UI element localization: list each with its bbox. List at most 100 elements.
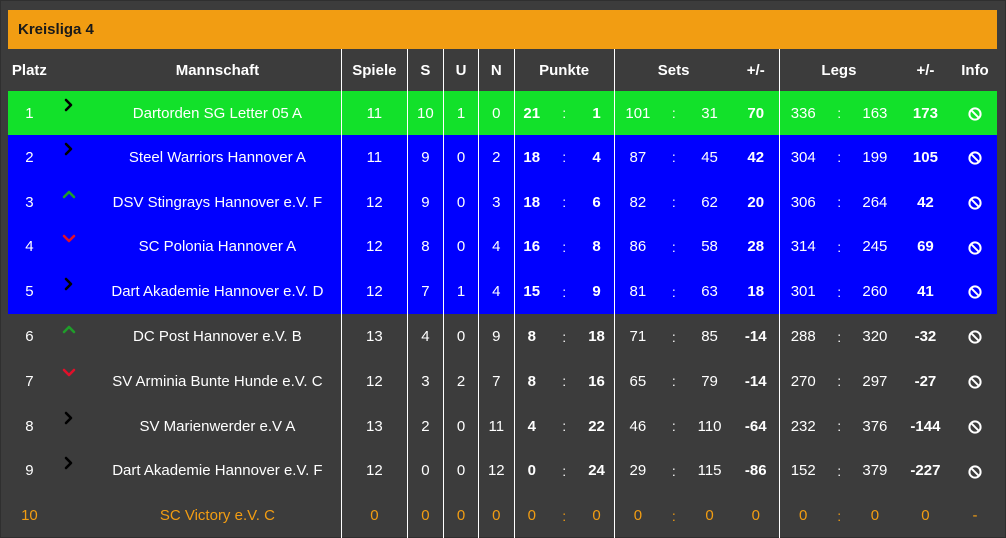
points-minus-cell: 8 — [579, 224, 615, 270]
sets-colon: : — [661, 224, 687, 270]
team-name[interactable]: Dart Akademie Hannover e.V. F — [87, 448, 342, 494]
games-cell: 12 — [341, 358, 408, 404]
legs-colon: : — [826, 179, 852, 225]
team-name[interactable]: Steel Warriors Hannover A — [87, 135, 342, 180]
sets-diff-cell: 18 — [732, 269, 780, 315]
trend-down-icon — [61, 365, 77, 381]
header-legs-diff[interactable]: +/- — [916, 61, 935, 79]
points-minus-cell: 4 — [579, 135, 615, 180]
points-minus-cell: 9 — [579, 269, 615, 315]
team-name[interactable]: SC Polonia Hannover A — [87, 224, 342, 270]
team-name[interactable]: Dartorden SG Letter 05 A — [87, 91, 342, 135]
team-name[interactable]: DC Post Hannover e.V. B — [87, 314, 342, 359]
points-minus-cell: 6 — [579, 179, 615, 225]
losses-cell: 4 — [477, 224, 515, 270]
sets-diff-cell: 28 — [732, 224, 780, 270]
sets-plus-cell: 81 — [613, 269, 662, 315]
legs-diff-cell: 105 — [897, 135, 953, 180]
games-cell: 0 — [341, 493, 408, 538]
info-icon[interactable] — [968, 106, 982, 121]
sets-minus-cell: 110 — [686, 403, 733, 449]
info-icon[interactable] — [968, 240, 982, 255]
games-cell: 12 — [341, 269, 408, 315]
legs-diff-cell: -32 — [897, 314, 953, 359]
table-row: 9 Dart Akademie Hannover e.V. F 12 0 0 12 0:24… — [8, 448, 997, 494]
table-row: 7 SV Arminia Bunte Hunde e.V. C 12 3 2 7 8:16 6… — [8, 358, 997, 404]
header-legs[interactable]: Legs — [778, 49, 898, 91]
place-cell: 10 — [21, 507, 38, 525]
legs-diff-cell: 42 — [897, 179, 953, 225]
info-icon[interactable] — [968, 285, 982, 299]
team-name[interactable]: DSV Stingrays Hannover e.V. F — [87, 179, 342, 225]
trend-up-icon — [61, 186, 77, 202]
info-cell — [952, 269, 997, 315]
team-name[interactable]: Dart Akademie Hannover e.V. D — [87, 269, 342, 315]
sets-colon: : — [661, 135, 687, 180]
header-row: Platz Mannschaft Spiele S U N Punkte Set… — [8, 49, 997, 91]
trend-cell — [50, 135, 88, 180]
sets-diff-cell: 42 — [732, 135, 780, 180]
trend-cell — [50, 224, 88, 270]
sets-minus-cell: 31 — [686, 91, 733, 135]
header-n[interactable]: N — [477, 49, 515, 91]
losses-cell: 11 — [477, 403, 515, 449]
info-cell — [952, 91, 997, 135]
table-row: 4 SC Polonia Hannover A 12 8 0 4 16:8 86:58 28 31… — [8, 224, 997, 270]
info-cell — [952, 448, 997, 494]
games-cell: 12 — [341, 448, 408, 494]
place-cell: 1 — [8, 91, 51, 135]
legs-diff-cell: 0 — [921, 507, 930, 525]
header-sets-diff[interactable]: +/- — [746, 61, 765, 79]
wins-cell: 9 — [406, 135, 444, 180]
legs-plus-cell: 336 — [778, 91, 827, 135]
header-u[interactable]: U — [443, 49, 479, 91]
info-icon[interactable] — [968, 330, 982, 344]
trend-cell — [50, 358, 88, 404]
info-icon[interactable] — [968, 196, 982, 210]
trend-cell — [50, 314, 88, 359]
legs-colon: : — [826, 269, 852, 315]
draws-cell: 0 — [443, 314, 479, 359]
points-colon: : — [548, 224, 580, 270]
header-mannschaft[interactable]: Mannschaft — [175, 61, 260, 79]
header-info: Info — [961, 61, 989, 79]
info-icon[interactable] — [968, 151, 982, 165]
legs-plus-cell: 152 — [778, 448, 827, 494]
sets-colon: : — [661, 314, 687, 359]
info-icon[interactable] — [968, 464, 982, 479]
team-name[interactable]: SV Arminia Bunte Hunde e.V. C — [87, 358, 342, 404]
header-s[interactable]: S — [406, 49, 444, 91]
sets-minus-cell: 58 — [686, 224, 733, 270]
place-cell: 9 — [8, 448, 51, 494]
legs-minus-cell: 297 — [851, 358, 898, 404]
info-cell — [952, 179, 997, 225]
header-punkte[interactable]: Punkte — [513, 49, 615, 91]
header-spiele[interactable]: Spiele — [341, 49, 408, 91]
header-platz[interactable]: Platz — [11, 61, 47, 79]
sets-diff-cell: -14 — [732, 358, 780, 404]
table-row: 6 DC Post Hannover e.V. B 13 4 0 9 8:18 71:85 -1… — [8, 314, 997, 359]
info-icon[interactable] — [968, 375, 982, 389]
team-name[interactable]: SC Victory e.V. C — [159, 507, 275, 525]
sets-plus-cell: 86 — [613, 224, 662, 270]
legs-minus-cell: 379 — [851, 448, 898, 494]
legs-diff-cell: 69 — [897, 224, 953, 270]
points-colon: : — [548, 91, 580, 135]
trend-up-icon — [61, 321, 77, 337]
sets-diff-cell: -86 — [732, 448, 780, 494]
sets-plus-cell: 65 — [613, 358, 662, 404]
sets-colon: : — [661, 179, 687, 225]
table-row: 1 Dartorden SG Letter 05 A 11 10 1 0 21:1 101:3… — [8, 91, 997, 135]
info-cell — [952, 358, 997, 404]
info-icon[interactable] — [968, 420, 982, 434]
header-trend — [51, 49, 88, 91]
losses-cell: 4 — [477, 269, 515, 315]
header-sets[interactable]: Sets — [613, 49, 733, 91]
info-cell: - — [953, 493, 997, 538]
team-name[interactable]: SV Marienwerder e.V A — [87, 403, 342, 449]
points-minus-cell: 18 — [579, 314, 615, 359]
wins-cell: 0 — [406, 493, 444, 538]
draws-cell: 0 — [443, 448, 479, 494]
